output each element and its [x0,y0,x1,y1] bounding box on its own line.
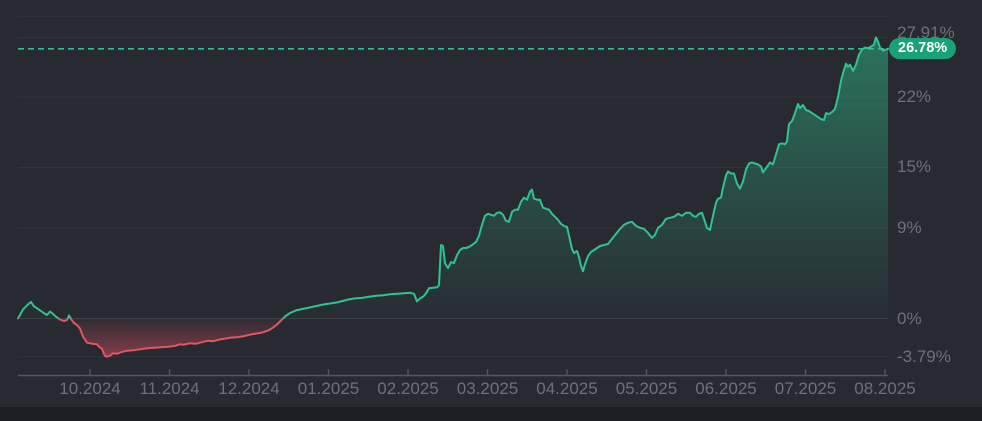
series-line-group [17,36,889,358]
y-axis-label: 15% [897,157,932,177]
x-axis-label: 07.2025 [774,379,837,398]
y-axis-label: 0% [897,308,922,328]
x-axis-label: 03.2025 [456,379,519,398]
area-fill-group [18,37,888,357]
y-axis-label: 22% [897,86,932,106]
x-axis-label: 01.2025 [297,379,360,398]
x-axis-label: 02.2025 [377,379,439,398]
page-background-strip [0,407,982,421]
x-axis-label: 04.2025 [536,379,598,398]
y-axis-label: -3.79% [897,346,951,366]
series-line-positive [17,36,889,319]
series-line-negative [17,318,285,358]
current-value-badge: 26.78% [889,38,957,60]
x-axis-label: 08.2025 [854,379,916,398]
area-fill-negative [18,318,888,357]
x-axis-group [18,369,888,377]
x-axis-label: 06.2025 [695,379,757,398]
x-axis-label: 12.2024 [218,379,280,398]
y-axis-label: 9% [897,217,922,237]
x-axis-label: 10.2024 [59,379,121,398]
y-axis-label-ath: 27.91% [897,23,955,43]
x-axis-label: 05.2025 [615,379,678,398]
area-fill-positive [18,37,888,319]
x-axis-label: 11.2024 [139,379,200,398]
